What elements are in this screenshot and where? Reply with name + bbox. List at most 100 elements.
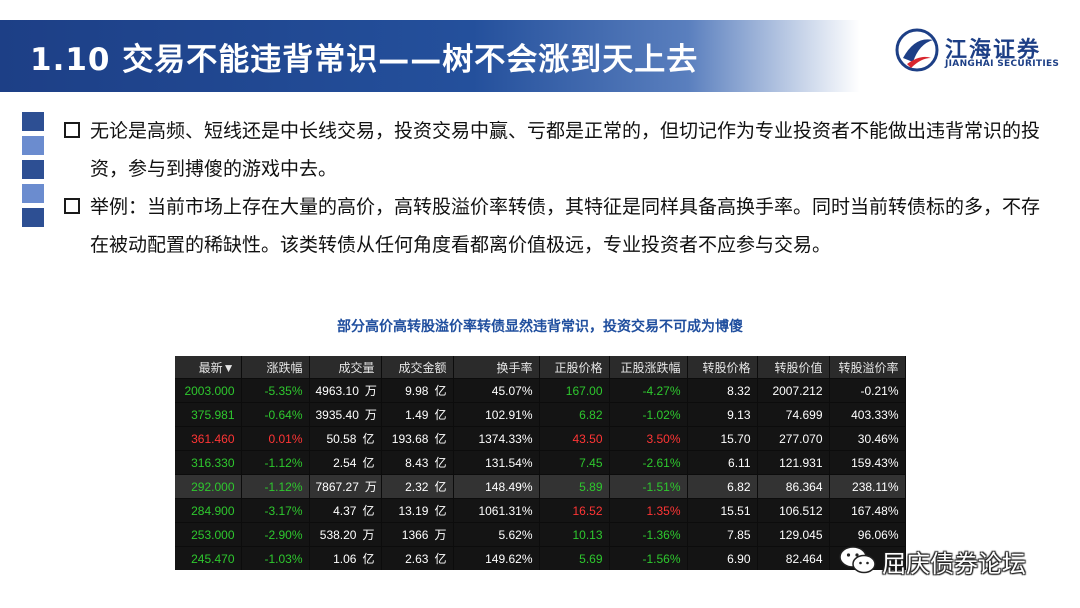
table-header-row: 最新▼ 涨跌幅 成交量 成交金额 换手率 正股价格 正股涨跌幅 转股价格 转股价值 转股溢价率 [175,356,906,379]
cell-latest: 284.900 [175,498,242,523]
logo-name-en: JIANGHAI SECURITIES [945,59,1060,69]
cell-value: 30.46% [857,431,899,446]
column-header[interactable]: 正股涨跌幅 [609,356,688,379]
cell-conv-price: 9.13 [687,402,758,427]
cell-premium: -0.21% [829,378,906,403]
table-row[interactable]: 361.460 0.01% 50.58 亿 193.68 亿 1374.33% 43.50 3.… [175,426,906,451]
cell-premium: 238.11% [829,474,906,499]
table-row[interactable]: 245.470 -1.03% 1.06 亿 2.63 亿 149.62% 5.69 -1.56%… [175,546,906,570]
cell-value: 2.32 [405,480,429,494]
cell-unit: 亿 [434,384,447,398]
cell-change: -2.90% [241,522,310,547]
bullet-text: 无论是高频、短线还是中长线交易，投资交易中赢、亏都是正常的，但切记作为专业投资者… [90,120,1041,180]
cell-value: 2003.000 [184,383,235,398]
cell-conv-price: 6.82 [687,474,758,499]
cell-stock-price: 6.82 [539,402,610,427]
table-row[interactable]: 2003.000 -5.35% 4963.10 万 9.98 亿 45.07% 167.00 -… [175,378,906,403]
cell-value: 538.20 [319,528,357,542]
cell-amount: 1.49 亿 [381,402,454,427]
cell-value: 1366 [401,528,429,542]
cell-value: 4.37 [333,504,357,518]
cell-value: 96.06% [857,527,899,542]
cell-latest: 375.981 [175,402,242,427]
cell-conv-value: 121.931 [757,450,830,475]
cell-turnover: 45.07% [453,378,540,403]
cell-value: 193.68 [391,432,429,446]
cell-value: 167.48% [851,503,899,518]
cell-conv-value: 129.045 [757,522,830,547]
column-header[interactable]: 成交量 [309,356,382,379]
cell-value: 45.07% [491,383,533,398]
column-header[interactable]: 正股价格 [539,356,610,379]
cell-value: -2.61% [642,455,681,470]
bullet-list: 无论是高频、短线还是中长线交易，投资交易中赢、亏都是正常的，但切记作为专业投资者… [62,112,1052,264]
cell-value: 5.62% [498,527,533,542]
cell-unit: 万 [434,528,447,542]
cell-value: 131.54% [485,455,533,470]
table-row[interactable]: 284.900 -3.17% 4.37 亿 13.19 亿 1061.31% 16.52 1.3… [175,498,906,523]
cell-volume: 4.37 亿 [309,498,382,523]
cell-stock-price: 5.89 [539,474,610,499]
column-header[interactable]: 涨跌幅 [241,356,310,379]
cell-value: 2.54 [333,456,357,470]
cell-unit: 亿 [434,504,447,518]
cell-unit: 亿 [362,432,375,446]
cell-value: 50.58 [326,432,357,446]
cell-value: 86.364 [785,479,823,494]
logo-name-cn: 江海证券 [945,38,1042,63]
cell-value: 7.45 [579,455,603,470]
cell-value: 8.43 [405,456,429,470]
cell-value: 3.50% [646,431,681,446]
cell-latest: 361.460 [175,426,242,451]
column-header[interactable]: 成交金额 [381,356,454,379]
cell-conv-value: 86.364 [757,474,830,499]
column-header[interactable]: 转股溢价率 [829,356,906,379]
cell-turnover: 102.91% [453,402,540,427]
cell-conv-price: 6.11 [687,450,758,475]
cell-value: 1.06 [333,552,357,566]
cell-value: 74.699 [785,407,823,422]
cell-stock-change: 3.50% [609,426,688,451]
cell-stock-price: 10.13 [539,522,610,547]
cell-value: 5.69 [579,551,603,566]
cell-value: 316.330 [191,455,235,470]
cell-value: -1.51% [642,479,681,494]
cell-value: -1.03% [264,551,303,566]
cell-value: 8.32 [727,383,751,398]
cell-value: 149.62% [485,551,533,566]
cell-volume: 4963.10 万 [309,378,382,403]
cell-unit: 万 [364,384,377,398]
cell-value: 5.89 [579,479,603,494]
cell-latest: 292.000 [175,474,242,499]
cell-value: 1061.31% [478,503,533,518]
cell-volume: 538.20 万 [309,522,382,547]
table-row[interactable]: 292.000 -1.12% 7867.27 万 2.32 亿 148.49% 5.89 -1.… [175,474,906,499]
column-header[interactable]: 最新▼ [175,356,242,379]
column-header[interactable]: 转股价值 [757,356,830,379]
cell-value: -0.64% [264,407,303,422]
cell-turnover: 131.54% [453,450,540,475]
column-header[interactable]: 换手率 [453,356,540,379]
cell-amount: 8.43 亿 [381,450,454,475]
cell-value: 167.00 [565,383,603,398]
cell-unit: 亿 [362,552,375,566]
cell-change: -1.12% [241,474,310,499]
cell-value: -1.02% [642,407,681,422]
cell-turnover: 5.62% [453,522,540,547]
cell-unit: 亿 [434,480,447,494]
cell-latest: 2003.000 [175,378,242,403]
cell-unit: 万 [364,408,377,422]
cell-conv-price: 8.32 [687,378,758,403]
cell-value: -1.12% [264,455,303,470]
cell-value: 277.070 [779,431,823,446]
wechat-icon [839,546,876,574]
column-header[interactable]: 转股价格 [687,356,758,379]
cell-turnover: 148.49% [453,474,540,499]
table-row[interactable]: 253.000 -2.90% 538.20 万 1366 万 5.62% 10.13 -1.36… [175,522,906,547]
table-row[interactable]: 375.981 -0.64% 3935.40 万 1.49 亿 102.91% 6.82 -1.… [175,402,906,427]
cell-value: 9.98 [405,384,429,398]
cell-stock-price: 43.50 [539,426,610,451]
cell-conv-value: 74.699 [757,402,830,427]
table-row[interactable]: 316.330 -1.12% 2.54 亿 8.43 亿 131.54% 7.45 -2.61%… [175,450,906,475]
cell-turnover: 149.62% [453,546,540,570]
